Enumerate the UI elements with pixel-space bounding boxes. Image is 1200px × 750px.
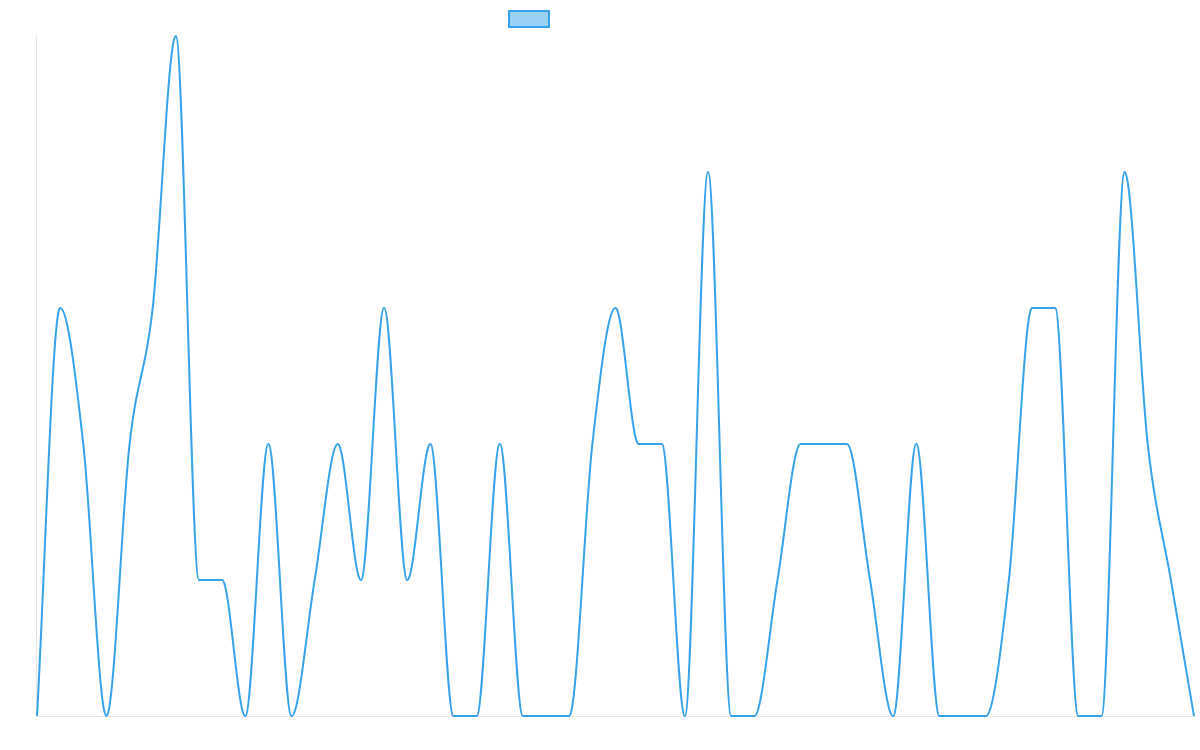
data-point-21[interactable] <box>520 713 526 719</box>
data-point-34[interactable] <box>821 441 827 447</box>
data-point-30[interactable] <box>728 713 734 719</box>
series-line <box>36 35 1195 717</box>
data-point-15[interactable] <box>381 305 387 311</box>
data-point-20[interactable] <box>497 441 503 447</box>
data-point-9[interactable] <box>242 713 248 719</box>
data-point-16[interactable] <box>404 577 410 583</box>
data-point-0[interactable] <box>34 713 40 719</box>
data-point-8[interactable] <box>219 577 225 583</box>
data-point-27[interactable] <box>659 441 665 447</box>
data-point-12[interactable] <box>312 577 318 583</box>
data-point-11[interactable] <box>289 713 295 719</box>
data-point-18[interactable] <box>451 713 457 719</box>
data-point-39[interactable] <box>936 713 942 719</box>
data-point-41[interactable] <box>983 713 989 719</box>
data-point-44[interactable] <box>1052 305 1058 311</box>
data-point-43[interactable] <box>1029 305 1035 311</box>
data-point-2[interactable] <box>80 441 86 447</box>
data-point-6[interactable] <box>173 33 179 39</box>
data-point-35[interactable] <box>844 441 850 447</box>
data-point-33[interactable] <box>798 441 804 447</box>
data-point-37[interactable] <box>890 713 896 719</box>
data-point-7[interactable] <box>196 577 202 583</box>
data-point-46[interactable] <box>1098 713 1104 719</box>
data-point-24[interactable] <box>589 441 595 447</box>
data-point-40[interactable] <box>960 713 966 719</box>
data-point-29[interactable] <box>705 169 711 175</box>
data-point-26[interactable] <box>636 441 642 447</box>
data-point-5[interactable] <box>150 305 156 311</box>
legend-swatch[interactable] <box>508 10 550 28</box>
data-point-3[interactable] <box>103 713 109 719</box>
data-point-32[interactable] <box>774 577 780 583</box>
data-point-1[interactable] <box>57 305 63 311</box>
data-point-49[interactable] <box>1168 577 1174 583</box>
data-point-23[interactable] <box>566 713 572 719</box>
data-point-47[interactable] <box>1122 169 1128 175</box>
data-point-36[interactable] <box>867 577 873 583</box>
data-point-22[interactable] <box>543 713 549 719</box>
data-point-38[interactable] <box>913 441 919 447</box>
data-point-42[interactable] <box>1006 577 1012 583</box>
data-point-10[interactable] <box>265 441 271 447</box>
data-point-45[interactable] <box>1075 713 1081 719</box>
data-point-14[interactable] <box>358 577 364 583</box>
data-point-25[interactable] <box>613 305 619 311</box>
data-point-50[interactable] <box>1191 713 1197 719</box>
data-point-4[interactable] <box>127 441 133 447</box>
data-point-48[interactable] <box>1145 441 1151 447</box>
data-point-28[interactable] <box>682 713 688 719</box>
data-point-19[interactable] <box>474 713 480 719</box>
data-point-31[interactable] <box>751 713 757 719</box>
data-point-13[interactable] <box>335 441 341 447</box>
data-point-17[interactable] <box>427 441 433 447</box>
